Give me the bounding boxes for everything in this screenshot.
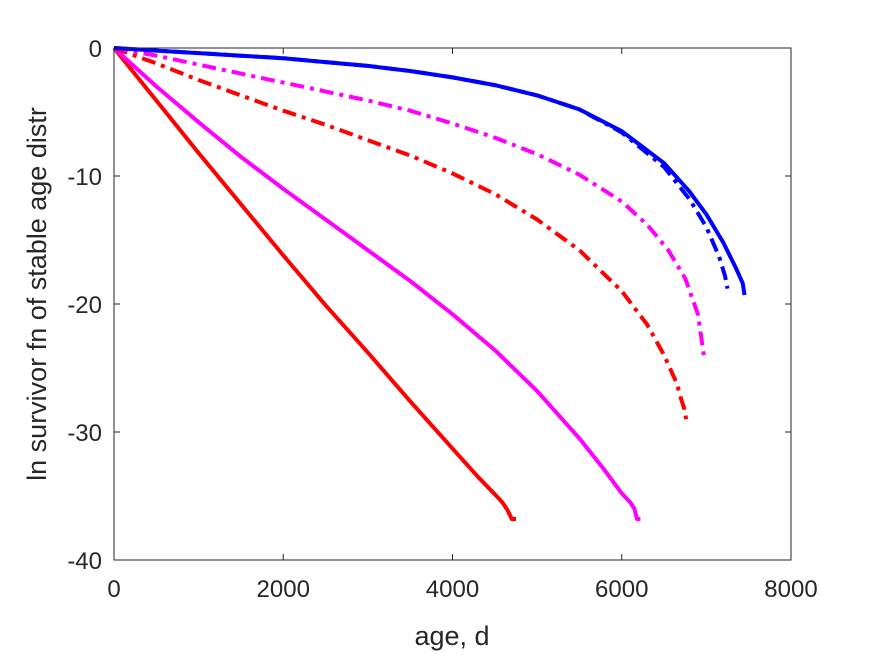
x-tick-label: 2000 (257, 576, 310, 603)
y-tick-label: -10 (67, 164, 102, 191)
y-tick-label: 0 (89, 36, 102, 63)
series-line-4 (113, 46, 706, 356)
y-tick-label: -30 (67, 420, 102, 447)
x-tick-label: 4000 (426, 576, 479, 603)
series-line-2 (112, 46, 641, 521)
y-tick-label: -40 (67, 548, 102, 575)
x-tick-label: 0 (107, 576, 120, 603)
y-axis-label: ln survivor fn of stable age distr (22, 107, 52, 481)
x-axis-label: age, d (414, 621, 489, 651)
series-line-5 (113, 46, 747, 296)
x-tick-label: 6000 (595, 576, 648, 603)
series-line-1 (112, 46, 516, 521)
plot-lines (112, 46, 747, 521)
y-tick-label: -20 (67, 292, 102, 319)
x-tick-label: 8000 (764, 576, 817, 603)
series-line-6 (113, 46, 730, 289)
axis-ticks: 0 2000 4000 6000 8000 0 -10 -20 -30 -40 (67, 36, 817, 603)
